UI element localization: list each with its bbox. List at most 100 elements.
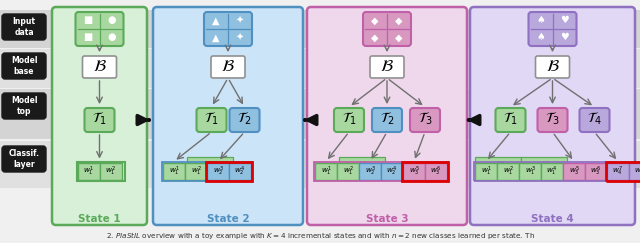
Bar: [474, 162, 640, 181]
Text: $w_1^2$: $w_1^2$: [191, 164, 202, 178]
Bar: [162, 162, 252, 181]
Bar: [337, 163, 359, 180]
Text: 2. $\it{PlaStIL}$ overview with a toy example with $K=4$ incremental states and : 2. $\it{PlaStIL}$ overview with a toy ex…: [106, 229, 534, 241]
FancyBboxPatch shape: [2, 53, 46, 79]
Bar: [0, 141, 640, 188]
Bar: [77, 162, 125, 181]
FancyBboxPatch shape: [2, 146, 46, 172]
Bar: [497, 163, 519, 180]
Text: $w_1^{5\ 6}$: $w_1^{5\ 6}$: [354, 160, 368, 170]
FancyBboxPatch shape: [76, 12, 124, 46]
Bar: [207, 163, 229, 180]
Bar: [475, 156, 521, 174]
Bar: [519, 163, 541, 180]
Text: $\mathcal{B}$: $\mathcal{B}$: [546, 57, 559, 75]
Bar: [563, 163, 585, 180]
FancyBboxPatch shape: [579, 108, 609, 132]
FancyBboxPatch shape: [529, 12, 577, 46]
FancyBboxPatch shape: [410, 108, 440, 132]
Text: $\mathcal{T}_2$: $\mathcal{T}_2$: [380, 111, 394, 127]
Text: $\mathcal{T}_3$: $\mathcal{T}_3$: [418, 111, 432, 127]
Bar: [0, 49, 640, 88]
Text: State 3: State 3: [365, 214, 408, 224]
Bar: [585, 163, 607, 180]
Text: $\mathcal{B}$: $\mathcal{B}$: [380, 57, 394, 75]
Text: ✦: ✦: [236, 33, 244, 43]
Text: $w_1^{7\ 8}$: $w_1^{7\ 8}$: [491, 160, 505, 170]
Bar: [185, 163, 207, 180]
Bar: [402, 162, 448, 181]
Text: ■: ■: [83, 16, 92, 26]
Bar: [229, 163, 251, 180]
Text: $w_1^2$: $w_1^2$: [502, 164, 513, 178]
FancyBboxPatch shape: [230, 108, 259, 132]
FancyBboxPatch shape: [307, 7, 467, 225]
Bar: [629, 163, 640, 180]
Text: ✦: ✦: [236, 16, 244, 26]
Text: $w_3^5$: $w_3^5$: [568, 164, 579, 178]
Text: $w_1^1$: $w_1^1$: [321, 164, 332, 178]
Text: $w_2^3$: $w_2^3$: [365, 164, 376, 178]
Text: ◆: ◆: [396, 16, 403, 26]
FancyBboxPatch shape: [372, 108, 402, 132]
Text: ●: ●: [108, 33, 116, 43]
Text: $\mathcal{T}_1$: $\mathcal{T}_1$: [204, 111, 219, 127]
Text: $w_3^6$: $w_3^6$: [591, 164, 602, 178]
Text: $\mathcal{B}$: $\mathcal{B}$: [93, 57, 106, 75]
Bar: [339, 156, 385, 174]
Text: $w_4^7$: $w_4^7$: [612, 164, 623, 178]
Bar: [521, 156, 567, 174]
Text: ♥: ♥: [560, 16, 569, 26]
Text: Classif.
layer: Classif. layer: [8, 149, 40, 169]
FancyBboxPatch shape: [538, 108, 568, 132]
Bar: [99, 163, 122, 180]
FancyBboxPatch shape: [2, 93, 46, 119]
Text: ■: ■: [83, 33, 92, 43]
FancyBboxPatch shape: [470, 7, 635, 225]
FancyBboxPatch shape: [363, 12, 411, 46]
Bar: [381, 163, 403, 180]
Text: $w_2^4$: $w_2^4$: [234, 164, 246, 178]
Bar: [77, 163, 99, 180]
Text: $w_1^1$: $w_1^1$: [481, 164, 492, 178]
Bar: [315, 163, 337, 180]
Text: $w_3^6$: $w_3^6$: [431, 164, 442, 178]
Text: ◆: ◆: [396, 33, 403, 43]
Text: $w_1^1$: $w_1^1$: [168, 164, 179, 178]
Text: $w_4^8$: $w_4^8$: [634, 164, 640, 178]
Bar: [314, 162, 448, 181]
FancyBboxPatch shape: [153, 7, 303, 225]
Text: ♠: ♠: [536, 33, 545, 43]
Text: State 4: State 4: [531, 214, 574, 224]
Text: State 2: State 2: [207, 214, 250, 224]
FancyBboxPatch shape: [211, 56, 245, 78]
Text: $\mathcal{T}_1$: $\mathcal{T}_1$: [92, 111, 107, 127]
Text: $w_1^1$: $w_1^1$: [83, 164, 94, 178]
FancyBboxPatch shape: [84, 108, 115, 132]
Text: ◆: ◆: [371, 16, 379, 26]
Bar: [425, 163, 447, 180]
Text: State 1: State 1: [78, 214, 121, 224]
Bar: [606, 162, 640, 181]
FancyBboxPatch shape: [370, 56, 404, 78]
Text: ●: ●: [108, 16, 116, 26]
FancyBboxPatch shape: [536, 56, 570, 78]
Text: $w_1^{3\ 4}$: $w_1^{3\ 4}$: [203, 160, 217, 170]
Text: Input
data: Input data: [13, 17, 35, 37]
Text: $w_2^3$: $w_2^3$: [212, 164, 223, 178]
Bar: [187, 156, 233, 174]
Text: ♥: ♥: [560, 33, 569, 43]
FancyBboxPatch shape: [83, 56, 116, 78]
Text: $\mathcal{T}_2$: $\mathcal{T}_2$: [237, 111, 252, 127]
Text: ▲: ▲: [212, 33, 220, 43]
Text: $w_1^2$: $w_1^2$: [342, 164, 353, 178]
Bar: [0, 10, 640, 48]
Text: $w_1^2$: $w_1^2$: [105, 164, 116, 178]
FancyBboxPatch shape: [495, 108, 525, 132]
Bar: [359, 163, 381, 180]
Text: ▲: ▲: [212, 16, 220, 26]
Bar: [541, 163, 563, 180]
FancyBboxPatch shape: [204, 12, 252, 46]
Bar: [206, 162, 252, 181]
FancyBboxPatch shape: [196, 108, 227, 132]
